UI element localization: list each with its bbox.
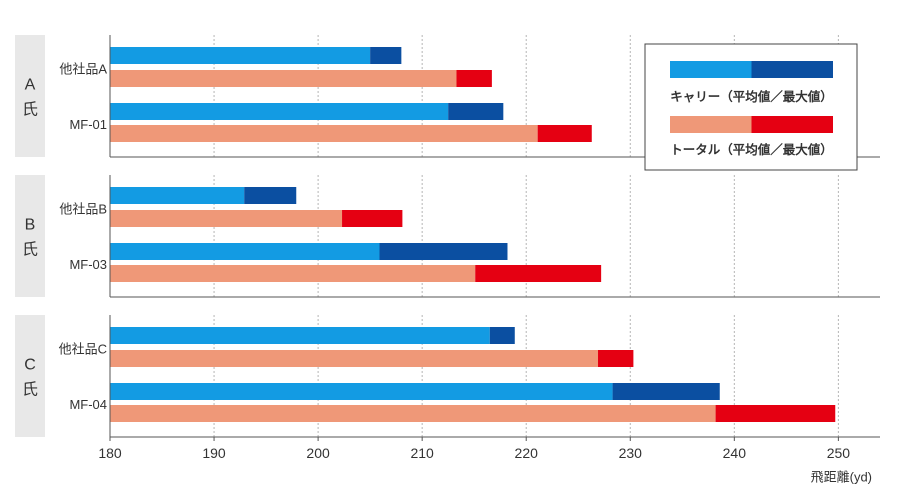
total-max-bar xyxy=(342,210,403,227)
group-label-suffix: 氏 xyxy=(22,241,38,259)
x-tick-label: 220 xyxy=(515,445,539,461)
x-tick-label: 240 xyxy=(723,445,747,461)
x-tick-label: 200 xyxy=(306,445,330,461)
group-label-letter: B xyxy=(25,217,36,234)
club-label: MF-04 xyxy=(69,397,107,412)
group-label-box xyxy=(15,315,45,437)
total-max-bar xyxy=(456,70,492,87)
carry-max-bar xyxy=(244,187,297,204)
group-label-suffix: 氏 xyxy=(22,101,38,119)
total-max-bar xyxy=(715,405,836,422)
carry-average-bar xyxy=(110,187,245,204)
x-axis-label: 飛距離(yd) xyxy=(811,470,872,485)
legend-swatch-carry-max xyxy=(751,61,833,78)
club-label: 他社品B xyxy=(59,202,107,217)
legend-swatch-carry-average xyxy=(670,61,752,78)
club-label: MF-03 xyxy=(69,257,107,272)
carry-average-bar xyxy=(110,47,371,64)
total-average-bar xyxy=(110,210,343,227)
x-tick-label: 180 xyxy=(98,445,122,461)
total-average-bar xyxy=(110,350,599,367)
group-label-box xyxy=(15,175,45,297)
carry-max-bar xyxy=(612,383,720,400)
club-label: MF-01 xyxy=(69,117,107,132)
total-max-bar xyxy=(598,350,634,367)
carry-average-bar xyxy=(110,103,449,120)
group-label-suffix: 氏 xyxy=(22,381,38,399)
group-label-box xyxy=(15,35,45,157)
total-max-bar xyxy=(537,125,592,142)
group-label-letter: C xyxy=(24,357,36,374)
carry-max-bar xyxy=(448,103,504,120)
legend-swatch-total-max xyxy=(751,116,833,133)
total-average-bar xyxy=(110,405,716,422)
total-average-bar xyxy=(110,265,476,282)
carry-max-bar xyxy=(489,327,515,344)
carry-average-bar xyxy=(110,327,490,344)
carry-max-bar xyxy=(379,243,508,260)
legend-label-carry: キャリー（平均値／最大値） xyxy=(670,89,833,104)
x-tick-label: 250 xyxy=(827,445,851,461)
group-label-letter: A xyxy=(25,77,36,94)
legend-swatch-total-average xyxy=(670,116,752,133)
carry-average-bar xyxy=(110,243,380,260)
carry-average-bar xyxy=(110,383,613,400)
carry-max-bar xyxy=(370,47,402,64)
legend-label-total: トータル（平均値／最大値） xyxy=(670,142,833,157)
total-average-bar xyxy=(110,70,457,87)
club-label: 他社品A xyxy=(59,62,107,77)
x-tick-label: 210 xyxy=(410,445,434,461)
x-tick-label: 190 xyxy=(202,445,226,461)
club-label: 他社品C xyxy=(59,342,107,357)
total-max-bar xyxy=(475,265,602,282)
total-average-bar xyxy=(110,125,538,142)
x-tick-label: 230 xyxy=(619,445,643,461)
